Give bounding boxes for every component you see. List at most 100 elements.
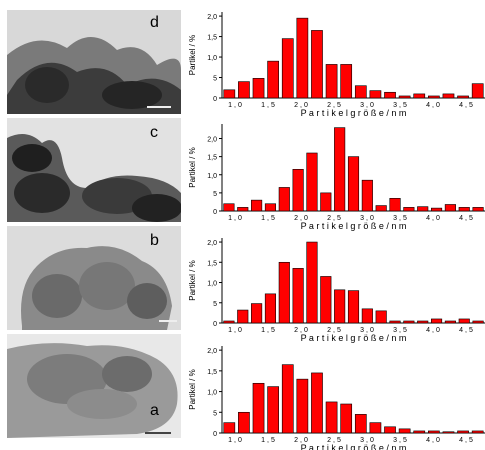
x-tick-label: 3,5 (393, 102, 409, 109)
y-tick-label: 5 (213, 191, 217, 198)
x-tick-label: 2,0 (294, 327, 310, 334)
y-tick-label: 0 (213, 321, 217, 328)
histogram-bar (417, 206, 429, 212)
histogram-bar (334, 127, 346, 212)
histogram-bar (334, 289, 346, 324)
x-tick-label: 4,0 (426, 215, 442, 222)
histogram-bar (251, 303, 263, 324)
histogram-bar (251, 199, 263, 212)
y-axis-label: Partikel / % (188, 147, 197, 187)
y-tick-label: 1,0 (207, 55, 217, 62)
histogram-bar (292, 268, 304, 324)
y-tick-label: 1,5 (207, 155, 217, 162)
histogram-bar (223, 320, 235, 324)
x-tick-label: 4,0 (426, 327, 442, 334)
histogram-bar (375, 205, 387, 212)
tem-image-c (7, 118, 181, 222)
histogram-bar (347, 290, 360, 324)
histogram-bar (430, 318, 443, 324)
y-tick-label: 2,0 (207, 348, 217, 355)
x-tick-label: 2,0 (294, 215, 310, 222)
y-tick-label: 0 (213, 209, 217, 216)
panel-label-b: b (150, 232, 159, 249)
histogram-bar (306, 241, 318, 324)
histogram-bar (311, 30, 323, 99)
x-tick-label: 1,0 (228, 215, 244, 222)
y-tick-label: 5 (213, 301, 217, 308)
y-tick-label: 0 (213, 431, 217, 438)
y-axis-label: Partikel / % (188, 260, 197, 300)
histogram-bar (389, 320, 401, 324)
y-tick-label: 1,0 (207, 390, 217, 397)
histogram-bar (223, 203, 235, 212)
x-axis-label: P a r t i k e l g r ö ß e / n m (301, 221, 407, 231)
x-tick-label: 3,5 (393, 437, 409, 444)
histogram-bar (281, 38, 294, 99)
histogram-bar (320, 276, 332, 324)
y-tick-label: 1,5 (207, 260, 217, 267)
y-tick-label: 2,0 (207, 240, 217, 247)
x-tick-label: 4,0 (426, 437, 442, 444)
y-tick-label: 2,0 (207, 14, 217, 21)
histogram-bar (340, 64, 353, 99)
histogram-bar (264, 293, 277, 324)
histogram-bar (325, 64, 338, 99)
x-axis-label: P a r t i k e l g r ö ß e / n m (301, 108, 407, 118)
histogram-bar (413, 430, 426, 434)
histogram-bar (471, 430, 484, 434)
histogram-bar (267, 60, 279, 99)
x-tick-label: 1,0 (228, 437, 244, 444)
x-tick-label: 1,5 (261, 215, 277, 222)
panel-label-c: c (150, 124, 158, 141)
histogram-bar (403, 207, 415, 212)
histogram-bar (375, 310, 387, 324)
y-tick-label: 1,0 (207, 281, 217, 288)
histogram-bar (237, 309, 249, 324)
histogram-bar (384, 426, 396, 434)
histogram-bar (457, 430, 469, 434)
histogram-bar (444, 320, 456, 324)
histogram-bar (238, 411, 250, 434)
panel-label-d: d (150, 14, 159, 31)
y-tick-label: 1,5 (207, 369, 217, 376)
histogram-bar (264, 203, 277, 212)
histogram-bar (292, 169, 304, 212)
histogram-bar (296, 17, 309, 99)
histogram-bar (267, 386, 279, 434)
histogram-bar (398, 95, 411, 99)
x-tick-label: 2,0 (294, 102, 310, 109)
histogram-bar (252, 382, 265, 434)
histogram-bar (278, 187, 290, 212)
histogram-bar (458, 318, 470, 324)
tem-image-a (7, 334, 181, 438)
histogram-bar (354, 85, 367, 99)
histogram-bar (237, 207, 249, 212)
histogram-bar (442, 93, 455, 99)
histogram-bar (428, 430, 440, 434)
x-tick-label: 2,5 (327, 102, 343, 109)
x-tick-label: 4,5 (459, 437, 475, 444)
x-tick-label: 2,5 (327, 437, 343, 444)
x-tick-label: 1,5 (261, 327, 277, 334)
x-tick-label: 1,0 (228, 102, 244, 109)
x-tick-label: 2,0 (294, 437, 310, 444)
y-tick-label: 0 (213, 96, 217, 103)
histogram-bar (457, 95, 469, 99)
histogram-bar (311, 372, 323, 434)
y-tick-label: 2,0 (207, 137, 217, 144)
y-tick-label: 5 (213, 76, 217, 83)
x-tick-label: 4,0 (426, 102, 442, 109)
x-tick-label: 3,0 (360, 215, 376, 222)
histogram-bar (325, 401, 338, 434)
histogram-bar (361, 308, 373, 324)
histogram-bar (296, 378, 309, 434)
x-axis-label: P a r t i k e l g r ö ß e / n m (301, 333, 407, 343)
y-axis-label: Partikel / % (188, 369, 197, 409)
y-tick-label: 1,5 (207, 35, 217, 42)
histogram-bar (361, 179, 373, 212)
histogram-bar (428, 95, 440, 99)
x-tick-label: 1,0 (228, 327, 244, 334)
x-tick-label: 3,0 (360, 437, 376, 444)
histogram-bar (444, 204, 456, 212)
